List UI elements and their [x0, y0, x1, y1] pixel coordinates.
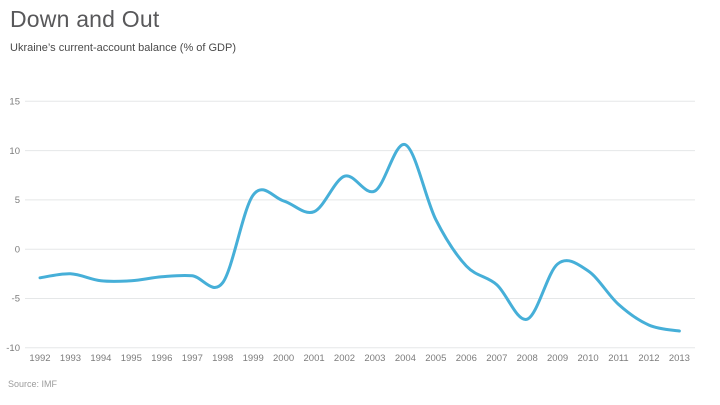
x-axis-tick-label: 2005: [425, 353, 446, 364]
x-axis-tick-label: 1995: [121, 353, 142, 364]
data-line-ukraine-current-account: [38, 143, 681, 333]
x-axis-tick-label: 1992: [29, 353, 50, 364]
y-axis-tick-label: 10: [9, 146, 20, 157]
y-axis-tick-label: 5: [15, 195, 20, 206]
x-axis-tick-label: 2012: [638, 353, 659, 364]
y-axis-tick-label: -10: [6, 343, 20, 354]
x-axis-tick-label: 1998: [212, 353, 233, 364]
chart-title: Down and Out: [10, 6, 160, 32]
x-axis-tick-label: 2003: [364, 353, 385, 364]
x-axis-tick-label: 2011: [608, 353, 628, 364]
y-axis-tick-label: 0: [15, 244, 20, 255]
x-axis-tick-label: 1999: [243, 353, 264, 364]
x-axis-tick-label: 2009: [547, 353, 568, 364]
x-axis-tick-label: 2013: [669, 353, 690, 364]
x-axis-tick-label: 2000: [273, 353, 294, 364]
x-axis-tick-label: 2004: [395, 353, 416, 364]
x-axis-tick-label: 1993: [60, 353, 81, 364]
x-axis-tick-label: 2010: [578, 353, 599, 364]
source-note: Source: IMF: [8, 379, 58, 389]
x-axis-tick-label: 2008: [517, 353, 538, 364]
x-axis-tick-label: 1997: [182, 353, 203, 364]
y-axis-tick-label: 15: [9, 97, 20, 108]
x-axis-tick-label: 2006: [456, 353, 477, 364]
x-axis-tick-label: 2007: [486, 353, 507, 364]
x-axis-tick-label: 1994: [90, 353, 111, 364]
x-axis-tick-label: 1996: [151, 353, 172, 364]
chart-subtitle: Ukraine’s current-account balance (% of …: [10, 42, 237, 54]
x-axis-tick-label: 2002: [334, 353, 355, 364]
y-axis-tick-label: -5: [12, 294, 20, 305]
x-axis-tick-label: 2001: [304, 353, 325, 364]
